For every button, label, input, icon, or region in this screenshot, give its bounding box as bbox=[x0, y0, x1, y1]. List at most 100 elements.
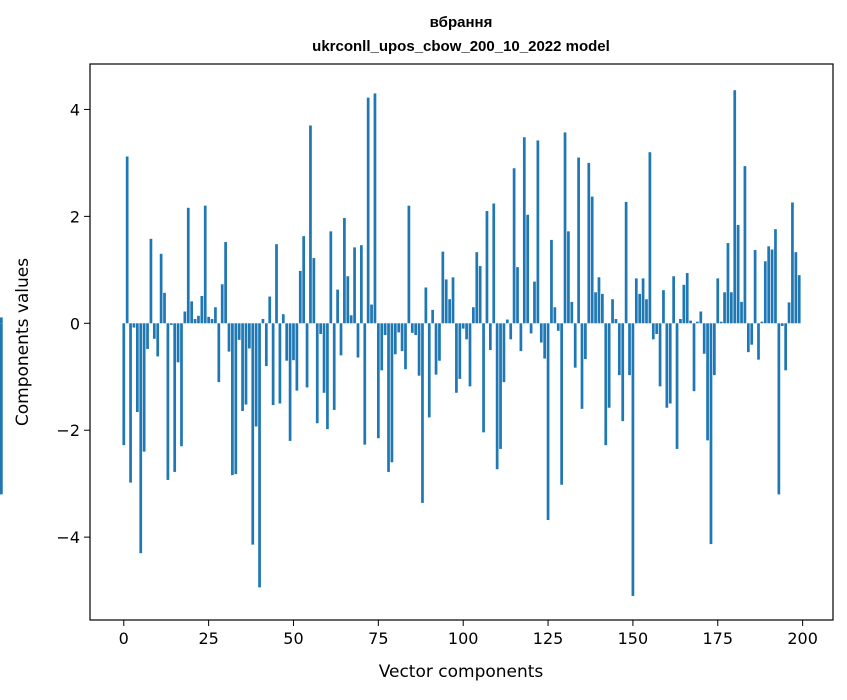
bar bbox=[353, 247, 356, 324]
bar bbox=[746, 323, 750, 353]
bar bbox=[522, 137, 526, 324]
y-axis-label: Components values bbox=[13, 258, 33, 426]
bar bbox=[288, 323, 292, 441]
bar bbox=[651, 323, 655, 340]
bar bbox=[753, 250, 757, 324]
bar bbox=[207, 316, 210, 324]
bar bbox=[400, 323, 404, 352]
bar bbox=[224, 242, 227, 324]
bar bbox=[567, 231, 570, 324]
bar bbox=[794, 252, 798, 324]
bar bbox=[444, 279, 448, 324]
x-tick-label: 175 bbox=[702, 629, 733, 648]
bar bbox=[315, 323, 319, 424]
bar bbox=[628, 323, 631, 376]
bar bbox=[797, 275, 801, 324]
bar bbox=[203, 205, 207, 324]
bar bbox=[441, 251, 445, 324]
bar bbox=[200, 296, 204, 324]
bar bbox=[427, 323, 431, 418]
bar bbox=[366, 97, 370, 324]
bar bbox=[166, 323, 170, 480]
bar bbox=[393, 323, 397, 355]
bar bbox=[0, 323, 3, 495]
x-tick-label: 25 bbox=[198, 629, 218, 648]
bar bbox=[529, 323, 533, 334]
bar bbox=[417, 323, 421, 376]
bar bbox=[577, 157, 580, 324]
bar bbox=[193, 319, 197, 324]
x-axis: 0 25 50 75 100 125 150 175 200 bbox=[119, 620, 818, 648]
bar bbox=[438, 323, 441, 361]
bar bbox=[390, 323, 394, 463]
bar bbox=[774, 229, 777, 324]
bar bbox=[692, 323, 696, 392]
bar bbox=[519, 323, 523, 352]
bar bbox=[716, 278, 720, 324]
y-tick-label: −2 bbox=[56, 421, 80, 440]
bar bbox=[326, 323, 329, 430]
bar bbox=[726, 243, 730, 324]
bar bbox=[410, 323, 414, 333]
bar bbox=[709, 323, 713, 545]
bar bbox=[502, 323, 506, 383]
bar bbox=[404, 323, 407, 370]
bar bbox=[302, 236, 306, 324]
bar bbox=[478, 266, 482, 324]
bar bbox=[173, 323, 177, 472]
bar bbox=[214, 307, 217, 324]
bar bbox=[220, 284, 224, 324]
bar bbox=[465, 323, 468, 340]
bar bbox=[142, 323, 146, 452]
bar bbox=[621, 323, 625, 422]
bar bbox=[675, 323, 679, 449]
bar bbox=[743, 166, 747, 324]
bar bbox=[556, 323, 560, 331]
chart-subtitle: ukrconll_upos_cbow_200_10_2022 model bbox=[312, 38, 610, 55]
bar bbox=[573, 323, 577, 368]
bar bbox=[492, 203, 496, 324]
bar bbox=[414, 323, 418, 336]
bar bbox=[156, 323, 160, 357]
bar bbox=[370, 304, 373, 324]
bar bbox=[261, 319, 265, 324]
bar bbox=[550, 239, 553, 324]
bar bbox=[448, 299, 451, 324]
bar bbox=[268, 296, 272, 324]
bar bbox=[380, 323, 384, 371]
bar bbox=[780, 323, 784, 326]
bar bbox=[499, 323, 502, 449]
bar bbox=[285, 323, 289, 361]
x-tick-label: 200 bbox=[787, 629, 818, 648]
bar bbox=[0, 317, 3, 324]
bar bbox=[197, 315, 200, 324]
bar bbox=[234, 323, 238, 475]
bar bbox=[713, 323, 716, 376]
bar bbox=[543, 323, 547, 359]
bar bbox=[271, 323, 275, 406]
bar bbox=[146, 323, 149, 349]
bar bbox=[468, 323, 472, 387]
bar bbox=[607, 323, 611, 408]
bar bbox=[244, 323, 248, 405]
bar bbox=[645, 299, 648, 324]
bar bbox=[706, 323, 709, 441]
bar bbox=[777, 323, 781, 495]
bar bbox=[210, 319, 214, 324]
bar bbox=[516, 267, 519, 324]
bar bbox=[139, 323, 143, 554]
bar bbox=[122, 323, 126, 446]
bar bbox=[387, 323, 390, 472]
bar bbox=[624, 201, 628, 324]
bar bbox=[601, 293, 604, 324]
bar bbox=[590, 196, 594, 324]
x-axis-label: Vector components bbox=[379, 662, 544, 682]
bar bbox=[546, 323, 550, 521]
bar bbox=[682, 284, 686, 324]
bar bbox=[332, 323, 336, 410]
bar bbox=[227, 323, 231, 352]
bar bbox=[638, 293, 642, 324]
bar bbox=[343, 217, 346, 324]
bar bbox=[689, 320, 692, 324]
